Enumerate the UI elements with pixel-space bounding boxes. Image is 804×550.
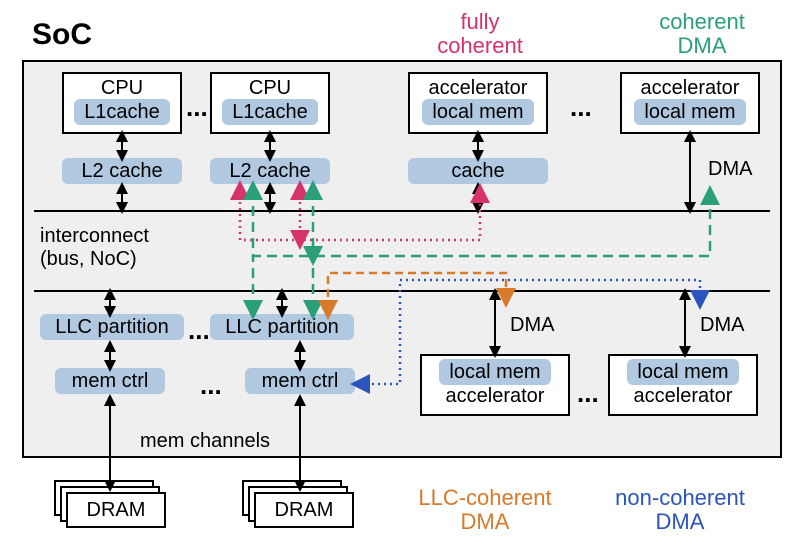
cpu-box-2: CPU L1cache bbox=[210, 72, 330, 134]
cpu-title-2: CPU bbox=[249, 77, 291, 99]
interconnect-top-line bbox=[34, 210, 770, 212]
dram-label-2: DRAM bbox=[275, 499, 334, 521]
bot-acc-title-1: accelerator bbox=[446, 385, 545, 407]
ellipsis-memctrl: ... bbox=[200, 370, 222, 401]
ellipsis-cpu: ... bbox=[186, 92, 208, 123]
localmem-pill: local mem bbox=[422, 99, 533, 125]
ellipsis-bot-acc: ... bbox=[577, 378, 599, 409]
dram-1: DRAM bbox=[66, 492, 166, 528]
acc-box-2: accelerator local mem bbox=[620, 72, 760, 134]
bot-acc-title-2: accelerator bbox=[634, 385, 733, 407]
dram-label-1: DRAM bbox=[87, 499, 146, 521]
memctrl-pill-2: mem ctrl bbox=[245, 368, 355, 394]
dma-label-bot-1: DMA bbox=[510, 314, 554, 337]
acc-title: accelerator bbox=[429, 77, 528, 99]
bot-acc-1: local mem accelerator bbox=[420, 354, 570, 416]
l2-pill-2: L2 cache bbox=[210, 158, 330, 184]
interconnect-bot-line bbox=[34, 290, 770, 292]
non-coherent-label: non-coherent DMA bbox=[590, 486, 770, 534]
bot-acc-2: local mem accelerator bbox=[608, 354, 758, 416]
ellipsis-acc-top: ... bbox=[570, 92, 592, 123]
cpu-title: CPU bbox=[101, 77, 143, 99]
fully-coherent-label: fully coherent bbox=[410, 10, 550, 58]
memctrl-pill-1: mem ctrl bbox=[55, 368, 165, 394]
cache-pill: cache bbox=[408, 158, 548, 184]
acc-title-2: accelerator bbox=[641, 77, 740, 99]
l1-pill-2: L1cache bbox=[222, 99, 318, 125]
dram-2: DRAM bbox=[254, 492, 354, 528]
coherent-dma-label: coherent DMA bbox=[632, 10, 772, 58]
bot-localmem-2: local mem bbox=[627, 359, 738, 385]
localmem-pill-2: local mem bbox=[634, 99, 745, 125]
dma-label-top: DMA bbox=[708, 158, 752, 181]
llc-coherent-label: LLC-coherent DMA bbox=[400, 486, 570, 534]
bot-localmem-1: local mem bbox=[439, 359, 550, 385]
interconnect-label: interconnect (bus, NoC) bbox=[40, 225, 149, 271]
acc-box-1: accelerator local mem bbox=[408, 72, 548, 134]
llc-pill-2: LLC partition bbox=[210, 314, 354, 340]
l1-pill: L1cache bbox=[74, 99, 170, 125]
ellipsis-llc: ... bbox=[188, 315, 210, 346]
dma-label-bot-2: DMA bbox=[700, 314, 744, 337]
llc-pill-1: LLC partition bbox=[40, 314, 184, 340]
l2-pill-1: L2 cache bbox=[62, 158, 182, 184]
soc-title: SoC bbox=[32, 18, 92, 52]
diagram-canvas: SoC fully coherent coherent DMA CPU L1ca… bbox=[0, 0, 804, 550]
cpu-box-1: CPU L1cache bbox=[62, 72, 182, 134]
mem-channels-label: mem channels bbox=[140, 430, 270, 453]
